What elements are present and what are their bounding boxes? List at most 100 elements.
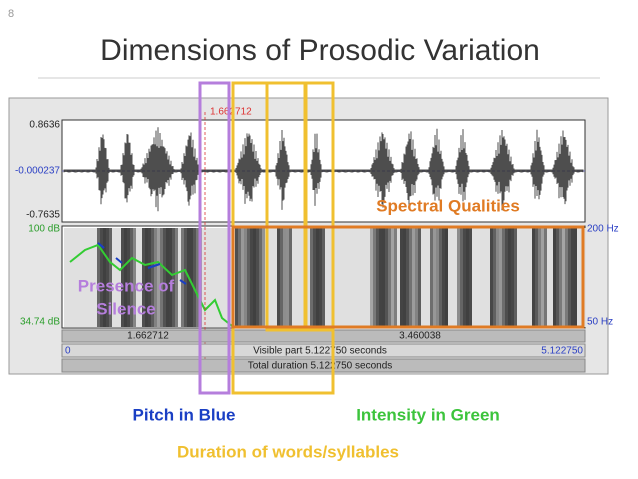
spectrogram-column [574,228,577,327]
spectrogram-column [565,228,568,327]
spectrogram-column [442,228,445,327]
spectrogram-column [409,228,412,327]
spectrogram-column [109,228,112,327]
time-start: 0 [65,346,71,357]
intensity-min: 34.74 dB [20,317,60,328]
spectrogram-column [460,228,463,327]
silence-label: Presence of [78,276,175,295]
spectrogram-column [271,228,274,327]
spectrogram-column [133,228,136,327]
slide-number: 8 [8,8,14,20]
spectrogram-column [490,228,493,327]
spectrogram-column [532,228,535,327]
spectrogram-column [103,228,106,327]
spectrogram-column [493,228,496,327]
spectrogram-column [454,228,457,327]
spectrogram-column [208,228,211,327]
spectrogram-column [463,228,466,327]
spectrogram-column [451,228,454,327]
spectrogram-column [418,228,421,327]
spectrogram-column [541,228,544,327]
spectrogram-column [412,228,415,327]
spectrogram-column [319,228,322,327]
spectrogram-column [196,228,199,327]
spectrogram-column [163,228,166,327]
spectrogram-column [358,228,361,327]
spectrogram-column [400,228,403,327]
spectrogram-column [382,228,385,327]
cursor-time: 1.662712 [210,107,252,118]
spectrogram-column [241,228,244,327]
spectrogram-column [142,228,145,327]
spectrogram-column [94,228,97,327]
duration-box [303,81,335,332]
spectrogram-column [214,228,217,327]
total-duration: Total duration 5.122750 seconds [248,361,393,372]
spectrogram-column [184,228,187,327]
spectrogram-column [289,228,292,327]
spectrogram-column [514,228,517,327]
spectrogram-column [517,228,520,327]
spectrogram-column [160,228,163,327]
spectrogram-column [325,228,328,327]
spectrogram-column [307,228,310,327]
spectrogram-column [205,228,208,327]
spectrogram-column [127,228,130,327]
spectrogram-column [211,228,214,327]
visible-part: Visible part 5.122750 seconds [253,346,387,357]
spectrogram-column [559,228,562,327]
spectrogram-column [553,228,556,327]
spectrogram-column [355,228,358,327]
intensity-max: 100 dB [28,224,60,235]
spectrogram-column [316,228,319,327]
spectrogram-column [379,228,382,327]
spectrogram-column [235,228,238,327]
spectrogram-column [262,228,265,327]
spectrogram-column [562,228,565,327]
spectrogram-column [82,228,85,327]
spectrogram-column [172,228,175,327]
spectrogram-column [70,228,73,327]
total-bar [61,358,586,373]
spectrogram-column [349,228,352,327]
spectrogram-column [97,228,100,327]
spectrogram-column [475,228,478,327]
spectrogram-column [118,228,121,327]
spectrogram-column [292,228,295,327]
spectrogram-column [370,228,373,327]
spectrogram-column [496,228,499,327]
spectrogram-column [397,228,400,327]
silence-box [198,81,231,395]
spectrogram-column [406,228,409,327]
spectrogram-column [181,228,184,327]
spectrogram-column [334,228,337,327]
spectrogram-column [301,228,304,327]
spectrogram-column [448,228,451,327]
spectrogram-column [154,228,157,327]
spectrogram-column [424,228,427,327]
spectrogram-column [499,228,502,327]
spectrogram-column [544,228,547,327]
slide-title: Dimensions of Prosodic Variation [100,34,540,67]
spectrogram-column [85,228,88,327]
spectrogram-column [481,228,484,327]
spectrogram-column [328,228,331,327]
spectrogram-column [466,228,469,327]
spectrogram-column [64,228,67,327]
spectrogram-column [337,228,340,327]
spectrogram-column [190,228,193,327]
spectrogram-column [178,228,181,327]
spectrogram-column [364,228,367,327]
spectrogram-column [100,228,103,327]
spectrogram-column [469,228,472,327]
spectrogram-column [571,228,574,327]
spectrogram-column [556,228,559,327]
spectrogram-column [256,228,259,327]
spectrogram-column [472,228,475,327]
spectrogram-column [415,228,418,327]
spectrogram-column [346,228,349,327]
spectrogram-column [238,228,241,327]
spectrogram-column [151,228,154,327]
spectrogram-column [91,228,94,327]
